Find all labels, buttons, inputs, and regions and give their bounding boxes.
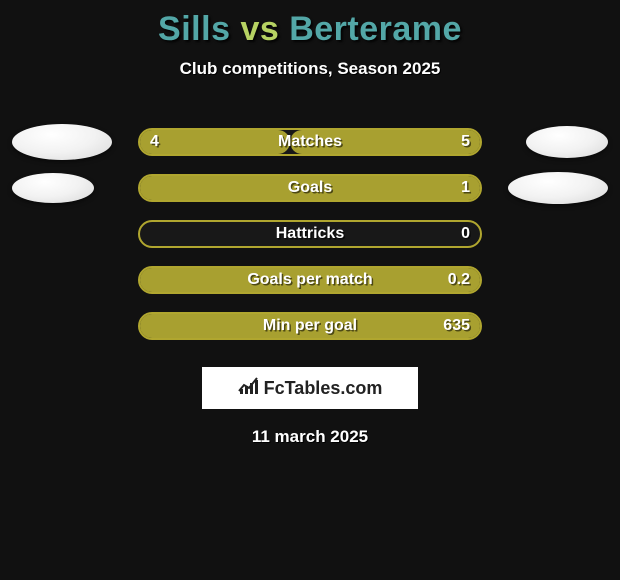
- stat-row-mpg: Min per goal 635: [0, 303, 620, 349]
- bar-fill-right: [140, 314, 480, 338]
- stat-value-right: 5: [461, 133, 470, 151]
- logo-text: FcTables.com: [264, 378, 383, 399]
- stat-row-hattricks: Hattricks 0: [0, 211, 620, 257]
- vs-text: vs: [240, 10, 279, 48]
- bar-fill-left: [140, 130, 290, 154]
- subtitle: Club competitions, Season 2025: [0, 59, 620, 79]
- stat-value-right: 0: [461, 225, 470, 243]
- stats-area: 4 Matches 5 Goals 1 Hattricks 0 Goals pe: [0, 119, 620, 349]
- bar-track: [138, 266, 482, 294]
- player2-avatar: [526, 126, 608, 158]
- bar-track: [138, 128, 482, 156]
- page-title: Sills vs Berterame: [0, 0, 620, 49]
- bar-fill-right: [290, 130, 480, 154]
- chart-icon: [238, 376, 260, 401]
- stat-value-right: 0.2: [448, 271, 470, 289]
- bar-track: [138, 312, 482, 340]
- bar-track: [138, 220, 482, 248]
- player1-name: Sills: [158, 10, 230, 48]
- stat-row-matches: 4 Matches 5: [0, 119, 620, 165]
- fctables-logo: FcTables.com: [202, 367, 418, 409]
- bar-fill-right: [140, 268, 480, 292]
- date: 11 march 2025: [0, 427, 620, 447]
- stat-row-gpm: Goals per match 0.2: [0, 257, 620, 303]
- bar-track: [138, 174, 482, 202]
- stat-value-left: 4: [150, 133, 159, 151]
- bar-fill-right: [140, 176, 480, 200]
- player2-avatar: [508, 172, 608, 204]
- player1-avatar: [12, 173, 94, 203]
- player1-avatar: [12, 124, 112, 160]
- stat-value-right: 1: [461, 179, 470, 197]
- stat-value-right: 635: [443, 317, 470, 335]
- stat-row-goals: Goals 1: [0, 165, 620, 211]
- player2-name: Berterame: [289, 10, 462, 48]
